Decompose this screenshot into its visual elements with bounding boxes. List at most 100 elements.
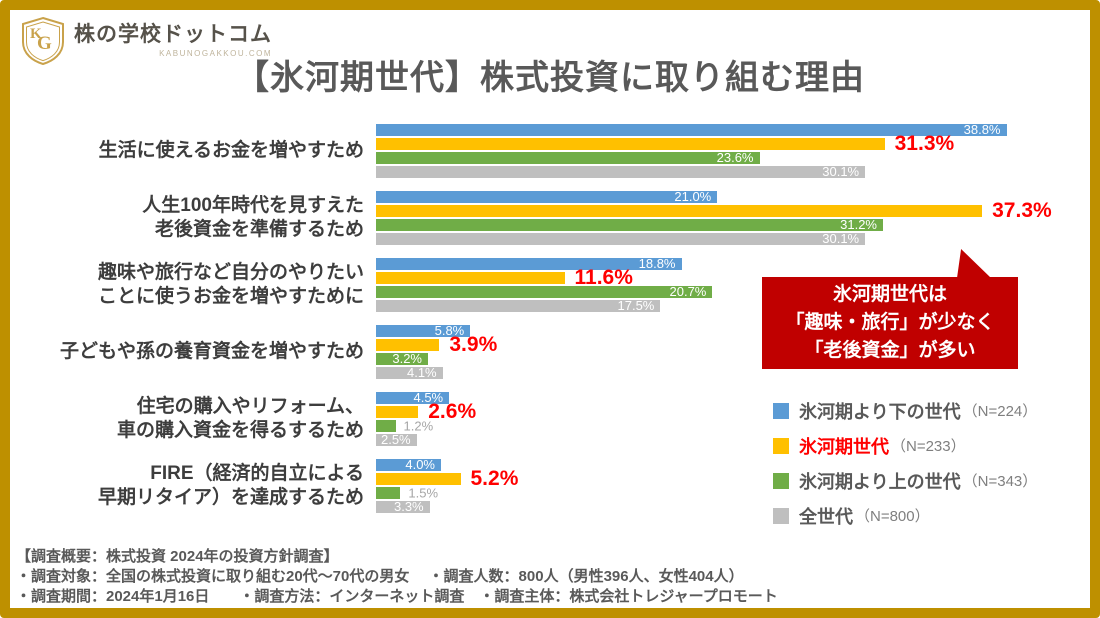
bar-track: 4.0% bbox=[376, 456, 1026, 472]
svg-text:K: K bbox=[30, 26, 42, 42]
chart-row: FIRE（経済的自立による 早期リタイア）を達成するため 4.0% 5.2% 1.5% 3… bbox=[10, 452, 1070, 519]
legend-swatch-icon bbox=[773, 437, 789, 454]
legend-item: 全世代 （N=800） bbox=[773, 505, 1037, 527]
category-label: 生活に使えるお金を増やすため bbox=[98, 139, 364, 161]
value-label: 20.7% bbox=[669, 283, 707, 299]
category-label: 人生100年時代を見すえた 老後資金を準備するため bbox=[142, 194, 364, 240]
category-label: 趣味や旅行など自分のやりたい ことに使うお金を増やすために bbox=[97, 261, 364, 307]
legend-swatch-icon bbox=[773, 402, 789, 419]
category-label: FIRE（経済的自立による 早期リタイア）を達成するため bbox=[97, 462, 364, 508]
bar-segment: 5.8% bbox=[376, 322, 471, 338]
legend-sample-size: （N=233） bbox=[891, 438, 966, 455]
callout-line: 「老後資金」が多い bbox=[804, 340, 976, 361]
bar-segment: 4.0% bbox=[376, 456, 441, 472]
value-label: 23.6% bbox=[716, 149, 754, 165]
bar-segment: 21.0% bbox=[376, 188, 718, 204]
bar-group: 4.5% 2.6% 1.2% 2.5% bbox=[376, 389, 1036, 447]
bar-segment: 4.1% bbox=[376, 364, 443, 380]
legend-label: 氷河期世代 bbox=[799, 436, 889, 457]
survey-summary-line1: 【調査概要：株式投資 2024年の投資方針調査】 bbox=[16, 548, 339, 565]
value-label: 21.0% bbox=[674, 188, 712, 204]
bar-segment bbox=[376, 419, 396, 432]
bar-segment bbox=[376, 486, 401, 499]
value-label: 4.5% bbox=[413, 389, 444, 405]
bar-group: 18.8% 11.6% 20.7% 17.5% bbox=[376, 255, 1036, 313]
value-label: 5.2% bbox=[470, 466, 519, 490]
bar-segment: 3.3% bbox=[376, 498, 430, 514]
bar-highlight bbox=[376, 137, 885, 150]
chart: 生活に使えるお金を増やすため 38.8% 31.3% 23.6% 30.1% 人生100年… bbox=[10, 117, 1070, 519]
survey-summary-line3: ・調査期間：2024年1月16日 ・調査方法：インターネット調査 ・調査主体：株… bbox=[16, 588, 778, 605]
logo: K G 株の学校ドットコム KABUNOGAKKOU.COM bbox=[20, 16, 272, 66]
chart-row: 生活に使えるお金を増やすため 38.8% 31.3% 23.6% 30.1% bbox=[10, 117, 1070, 184]
bar-track: 2.5% bbox=[376, 431, 1026, 447]
value-label: 31.2% bbox=[840, 216, 877, 232]
value-label: 17.5% bbox=[617, 297, 655, 313]
bar-track: 3.9% bbox=[376, 333, 1026, 356]
value-label: 3.3% bbox=[393, 498, 424, 514]
bar-track: 30.1% bbox=[376, 230, 1026, 246]
legend-swatch-icon bbox=[773, 507, 789, 524]
bar-track: 5.2% bbox=[376, 467, 1026, 490]
value-label: 4.1% bbox=[406, 364, 437, 380]
value-label: 1.2% bbox=[403, 418, 434, 433]
bar-segment: 31.2% bbox=[376, 216, 883, 232]
legend-item: 氷河期より上の世代 （N=343） bbox=[773, 470, 1037, 492]
category-label: 子どもや孫の養育資金を増やすため bbox=[59, 340, 364, 362]
bar-segment: 23.6% bbox=[376, 149, 760, 165]
bar-segment: 18.8% bbox=[376, 255, 682, 271]
bar-track: 5.8% bbox=[376, 322, 1026, 338]
bar-track: 3.2% bbox=[376, 350, 1026, 366]
value-label: 18.8% bbox=[638, 255, 676, 271]
bar-track: 4.1% bbox=[376, 364, 1026, 380]
legend: 氷河期より下の世代 （N=224） 氷河期世代 （N=233） 氷河期より上の世代 （N=… bbox=[773, 400, 1037, 540]
bar-group: 21.0% 37.3% 31.2% 30.1% bbox=[376, 188, 1052, 246]
value-label: 30.1% bbox=[822, 163, 860, 179]
bar-track: 31.2% bbox=[376, 216, 1026, 232]
bar-track: 17.5% bbox=[376, 297, 1026, 313]
legend-item: 氷河期世代 （N=233） bbox=[773, 435, 1037, 457]
value-label: 5.8% bbox=[434, 322, 465, 338]
value-label: 2.6% bbox=[428, 399, 477, 423]
bar-track: 4.5% bbox=[376, 389, 1026, 405]
value-label: 31.3% bbox=[894, 131, 955, 155]
bar-track: 1.2% bbox=[376, 418, 1026, 433]
legend-item: 氷河期より下の世代 （N=224） bbox=[773, 400, 1037, 422]
bar-highlight bbox=[376, 472, 461, 485]
value-label: 38.8% bbox=[963, 121, 1001, 137]
legend-swatch-icon bbox=[773, 472, 789, 489]
bar-track: 11.6% bbox=[376, 266, 1026, 289]
bar-track: 37.3% bbox=[376, 199, 1052, 222]
chart-row: 人生100年時代を見すえた 老後資金を準備するため 21.0% 37.3% 31.2% 3… bbox=[10, 184, 1070, 251]
bar-track: 2.6% bbox=[376, 400, 1026, 423]
category-label: 住宅の購入やリフォーム、 車の購入資金を得るするため bbox=[116, 395, 364, 441]
bar-highlight bbox=[376, 338, 440, 351]
bar-track: 1.5% bbox=[376, 485, 1026, 500]
chart-row: 子どもや孫の養育資金を増やすため 5.8% 3.9% 3.2% 4.1% bbox=[10, 318, 1070, 385]
legend-label: 氷河期より上の世代 bbox=[799, 471, 961, 492]
bar-segment: 3.2% bbox=[376, 350, 428, 366]
chart-row: 住宅の購入やリフォーム、 車の購入資金を得るするため 4.5% 2.6% 1.2% 2.5… bbox=[10, 385, 1070, 452]
value-label: 3.2% bbox=[392, 350, 422, 366]
value-label: 4.0% bbox=[405, 456, 435, 472]
value-label: 3.9% bbox=[449, 332, 498, 356]
survey-summary: 【調査概要：株式投資 2024年の投資方針調査】 ・調査対象：全国の株式投資に取… bbox=[16, 547, 1084, 607]
bar-track: 21.0% bbox=[376, 188, 1026, 204]
value-label: 37.3% bbox=[992, 198, 1052, 222]
bar-segment: 30.1% bbox=[376, 163, 866, 179]
bar-track: 20.7% bbox=[376, 283, 1026, 299]
chart-row: 趣味や旅行など自分のやりたい ことに使うお金を増やすために 18.8% 11.6% 20… bbox=[10, 251, 1070, 318]
bar-highlight bbox=[376, 204, 983, 217]
value-label: 30.1% bbox=[822, 230, 860, 246]
value-label: 2.5% bbox=[380, 431, 411, 447]
page-title: 【氷河期世代】株式投資に取り組む理由 bbox=[235, 59, 865, 97]
bar-group: 4.0% 5.2% 1.5% 3.3% bbox=[376, 456, 1036, 514]
bar-highlight bbox=[376, 271, 565, 284]
bar-track: 30.1% bbox=[376, 163, 1026, 179]
callout-line: 「趣味・旅行」が少なく bbox=[785, 312, 995, 333]
bar-group: 38.8% 31.3% 23.6% 30.1% bbox=[376, 121, 1036, 179]
bar-group: 5.8% 3.9% 3.2% 4.1% bbox=[376, 322, 1036, 380]
brand-name: 株の学校ドットコム bbox=[74, 23, 272, 46]
value-label: 11.6% bbox=[574, 265, 633, 289]
